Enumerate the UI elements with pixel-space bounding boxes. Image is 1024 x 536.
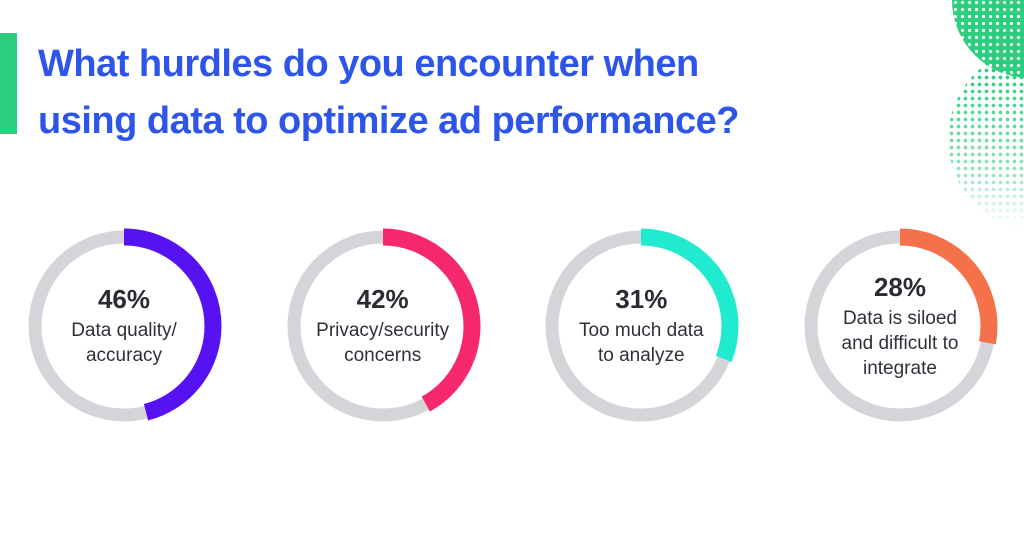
donut-label: Data is siloed and difficult to integrat… xyxy=(841,307,959,379)
title-accent-bar xyxy=(0,33,17,134)
donut-center-text: 31% Too much data to analyze xyxy=(543,228,739,424)
donut-chart-row: 46% Data quality/ accuracy 42% Privacy/s… xyxy=(0,228,1024,424)
donut-value: 42% xyxy=(356,284,409,314)
donut-ring xyxy=(802,228,998,424)
donut-value: 31% xyxy=(615,284,668,314)
donut-ring xyxy=(26,228,222,424)
page-title: What hurdles do you encounter when using… xyxy=(38,43,739,142)
donut-center-text: 42% Privacy/security concerns xyxy=(285,228,481,424)
green-circle-decoration xyxy=(952,0,1024,78)
donut-value: 28% xyxy=(873,271,926,302)
donut-label: Data quality/ accuracy xyxy=(71,320,177,366)
donut-ring xyxy=(543,228,739,424)
donut-chart-too-much-data: 31% Too much data to analyze xyxy=(543,228,739,424)
donut-chart-privacy-security: 42% Privacy/security concerns xyxy=(285,228,481,424)
donut-center-text: 46% Data quality/ accuracy xyxy=(26,228,222,424)
donut-center-text: 28% Data is siloed and difficult to inte… xyxy=(802,228,998,424)
donut-chart-data-quality: 46% Data quality/ accuracy xyxy=(26,228,222,424)
donut-label: Too much data to analyze xyxy=(578,320,704,366)
donut-chart-data-siloed: 28% Data is siloed and difficult to inte… xyxy=(802,228,998,424)
donut-ring xyxy=(285,228,481,424)
donut-value: 46% xyxy=(97,284,151,314)
donut-label: Privacy/security concerns xyxy=(316,320,450,366)
